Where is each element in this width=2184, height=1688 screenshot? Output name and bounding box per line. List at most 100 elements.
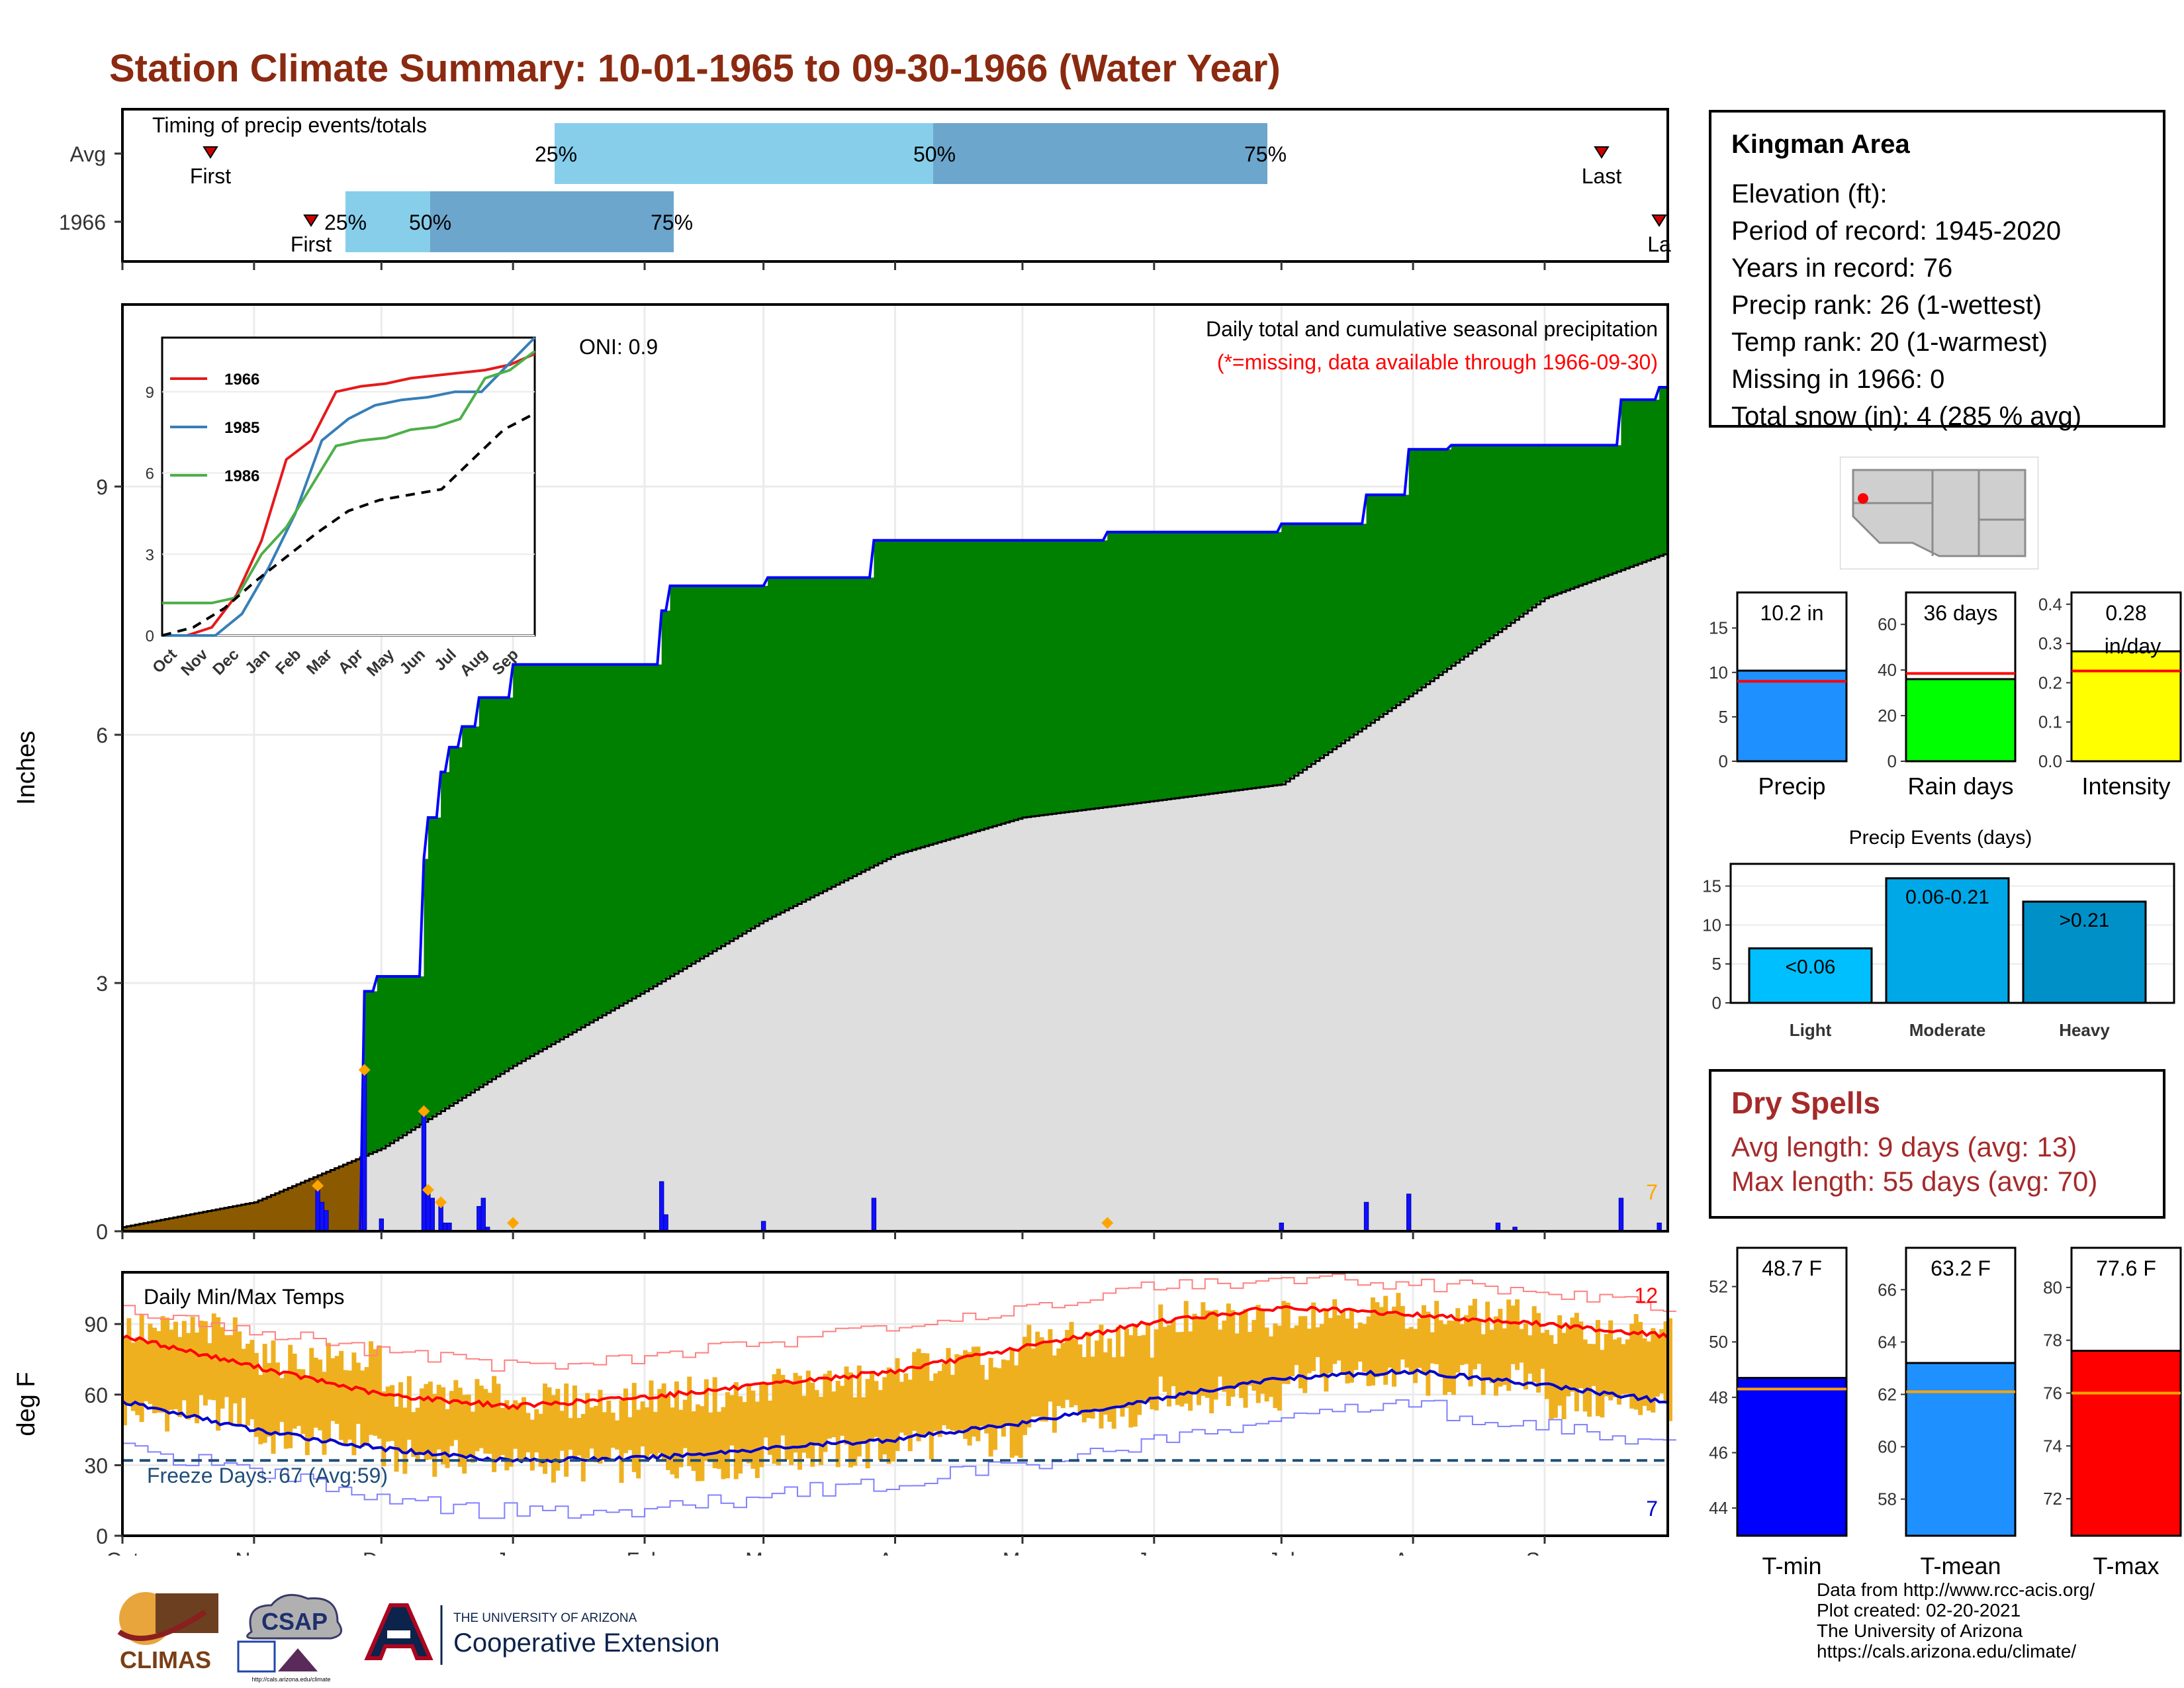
daily-temp-bar [640,1401,645,1447]
daily-temp-bar [1009,1348,1015,1458]
daily-precip-bar [1618,1197,1624,1232]
csap-url: http://cals.arizona.edu/climate [251,1676,330,1683]
temp-summary-panels: 44 46 48 50 52 48.7 F T-min 58 60 62 64 66 63.2 F T-m… [1709,1246,2182,1579]
daily-temp-bar [1523,1323,1528,1389]
timing-last-marker [1594,146,1610,159]
daily-temp-bar [1404,1329,1410,1368]
daily-temp-bar [181,1321,187,1401]
daily-temp-bar [190,1317,195,1417]
daily-temp-bar [1005,1360,1011,1427]
daily-precip-bar [871,1197,877,1232]
daily-temp-bar [148,1323,153,1404]
daily-temp-bar [984,1380,989,1434]
summary-y-tick-label: 0.2 [2038,673,2062,692]
daily-temp-bar [729,1395,735,1446]
timing-q50-label: 50% [409,211,451,234]
daily-temp-bar [330,1358,336,1421]
temp-month-label: Dec [363,1548,400,1556]
daily-temp-bar [466,1394,471,1457]
daily-precip-bar [480,1197,486,1232]
daily-temp-bar [1387,1311,1392,1368]
precip-cumulative-line [122,386,1668,1233]
daily-temp-bar [1362,1324,1367,1372]
summary-y-tick-label: 60 [1878,614,1897,634]
daily-temp-bar [216,1317,221,1431]
summary-value-bar [2070,650,2182,763]
period-of-record: Period of record: 1945-2020 [1731,216,2062,246]
daily-temp-bar [1451,1321,1456,1395]
daily-temp-bar [241,1348,246,1398]
daily-temp-bar [1281,1301,1287,1384]
daily-temp-bar [835,1380,841,1468]
daily-temp-bar [1137,1336,1142,1415]
daily-temp-bar [1128,1335,1134,1428]
daily-temp-bar [1443,1324,1448,1395]
daily-temp-bar [253,1352,259,1437]
daily-temp-bar [220,1327,225,1409]
daily-precip-bar [319,1201,325,1232]
dry-spells-title: Dry Spells [1731,1086,1880,1120]
daily-temp-bar [1022,1336,1027,1435]
daily-temp-bar [1540,1333,1545,1369]
precip-rank: Precip rank: 26 (1-wettest) [1731,291,2042,320]
daily-temp-bar [1116,1327,1121,1407]
daily-temp-bar [424,1383,429,1460]
precip-events-bar-label: <0.06 [1786,957,1836,978]
summary-y-tick-label: 0 [1719,751,1728,771]
daily-temp-bar [1132,1323,1138,1427]
temp-month-label: Jan [496,1548,530,1556]
timing-q25-label: 25% [535,142,577,166]
daily-temp-bar [1570,1317,1575,1392]
daily-temp-bar [420,1388,425,1455]
daily-temp-bar [1302,1316,1308,1393]
temp-month-label: Sep [1526,1548,1564,1556]
summary-y-tick-label: 80 [2043,1278,2062,1297]
inset-legend-label: 1985 [224,419,259,437]
daily-temp-bar [636,1409,641,1479]
daily-temp-bar [1595,1320,1600,1417]
daily-temp-bar [1077,1344,1083,1415]
snow-marker [418,1105,430,1117]
daily-temp-bar [525,1413,531,1452]
daily-temp-bar [318,1359,323,1430]
climas-logo-text: CLIMAS [120,1646,211,1673]
daily-temp-bar [1107,1338,1113,1422]
daily-temp-bar [288,1344,293,1448]
daily-temp-bar [1018,1350,1023,1458]
daily-precip-bar [421,1111,427,1232]
daily-temp-bar [610,1413,615,1448]
precip-events-title: Precip Events (days) [1849,827,2032,849]
summary-y-tick-label: 0.3 [2038,633,2062,653]
missing-count: Missing in 1966: 0 [1731,365,1945,394]
daily-temp-bar [1188,1331,1193,1411]
daily-temp-bar [517,1403,522,1461]
precip-events-frame [1729,863,2175,1004]
daily-temp-bar [195,1333,200,1424]
daily-temp-bar [1366,1316,1371,1386]
temp-month-label: Apr [879,1548,912,1556]
timing-first-marker [203,146,218,159]
daily-temp-bar [415,1407,420,1462]
ua-logo: THE UNIVERSITY OF ARIZONA Cooperative Ex… [364,1603,719,1665]
daily-temp-bar [568,1418,573,1450]
daily-temp-bar [441,1387,446,1465]
daily-temp-bar [1162,1327,1167,1392]
snow-count-label: 7 [1646,1180,1658,1204]
precip-events-y-tick-label: 15 [1702,876,1721,896]
temp-rank: Temp rank: 20 (1-warmest) [1731,328,2048,357]
daily-temp-bar [394,1406,399,1472]
summary-value-bar [1905,1362,2017,1537]
daily-temp-bar [670,1407,675,1475]
precip-y-tick-label: 0 [96,1220,108,1244]
daily-temp-bar [385,1386,390,1442]
summary-y-tick-label: 74 [2043,1436,2062,1456]
daily-temp-bar [1081,1357,1087,1423]
daily-temp-bar [976,1346,981,1442]
dry-spells-box: Dry Spells Avg length: 9 days (avg: 13) … [1709,1069,2165,1219]
daily-temp-bar [1306,1329,1312,1374]
daily-temp-bar [733,1382,739,1479]
daily-temp-bar [895,1358,900,1452]
daily-temp-bar [682,1399,688,1448]
temp-month-label: Feb [626,1548,662,1556]
daily-temp-bar [1167,1325,1172,1407]
